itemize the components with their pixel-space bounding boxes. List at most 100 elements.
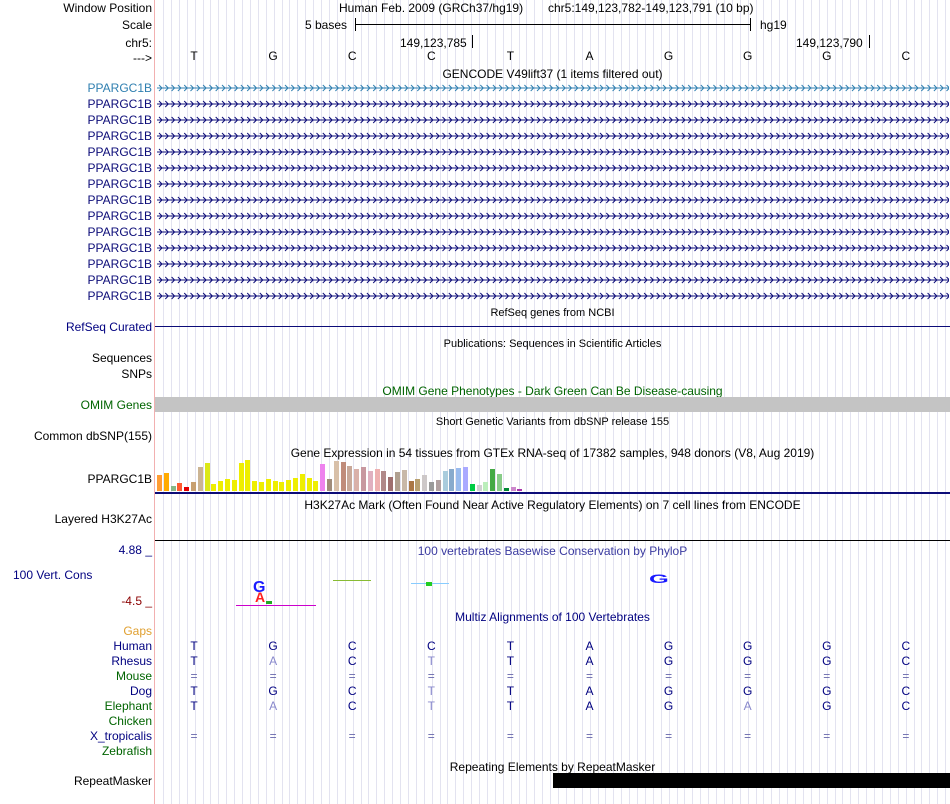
gencode-gene-label[interactable]: PPARGC1B	[87, 161, 152, 175]
gtex-tissue-bar[interactable]	[211, 484, 217, 491]
gtex-tissue-bar[interactable]	[388, 477, 394, 491]
gtex-tissue-bar[interactable]	[395, 472, 400, 491]
publications-title[interactable]: Publications: Sequences in Scientific Ar…	[443, 338, 662, 350]
gtex-tissue-bar[interactable]	[374, 469, 380, 491]
gtex-tissue-bar[interactable]	[299, 474, 305, 491]
gtex-tissue-bar[interactable]	[197, 467, 203, 491]
gencode-transcript-line[interactable]	[157, 178, 949, 191]
gtex-title[interactable]: Gene Expression in 54 tissues from GTEx …	[290, 446, 815, 460]
gtex-tissue-bar[interactable]	[456, 468, 462, 491]
h3k27ac-title[interactable]: H3K27Ac Mark (Often Found Near Active Re…	[304, 498, 801, 512]
gencode-gene-label[interactable]: PPARGC1B	[87, 177, 152, 191]
gtex-tissue-bar[interactable]	[367, 471, 373, 491]
gtex-tissue-bar[interactable]	[320, 464, 326, 491]
species-label[interactable]: Elephant	[104, 699, 152, 713]
gencode-transcript-line[interactable]	[157, 130, 949, 143]
gencode-gene-label[interactable]: PPARGC1B	[87, 257, 152, 271]
gtex-tissue-bar[interactable]	[170, 486, 176, 491]
gtex-tissue-bar[interactable]	[476, 485, 482, 491]
gtex-tissue-bar[interactable]	[306, 478, 312, 491]
gtex-tissue-bar[interactable]	[245, 460, 251, 491]
gtex-tissue-bar[interactable]	[218, 481, 224, 491]
gtex-tissue-bar[interactable]	[157, 475, 162, 491]
species-label[interactable]: Dog	[129, 684, 152, 698]
species-label[interactable]: Chicken	[108, 714, 152, 728]
dbsnp-label[interactable]: Common dbSNP(155)	[33, 429, 152, 443]
gtex-tissue-bar[interactable]	[333, 461, 339, 491]
gencode-gene-label[interactable]: PPARGC1B	[87, 113, 152, 127]
gencode-transcript-line[interactable]	[157, 162, 949, 175]
gencode-gene-label[interactable]: PPARGC1B	[87, 289, 152, 303]
gencode-transcript-line[interactable]	[157, 226, 949, 239]
gencode-transcript-line[interactable]	[157, 210, 949, 223]
species-label[interactable]: Mouse	[115, 669, 152, 683]
gtex-tissue-bar[interactable]	[204, 463, 210, 491]
gtex-tissue-bar[interactable]	[381, 471, 387, 491]
repeatmasker-title[interactable]: Repeating Elements by RepeatMasker	[449, 760, 656, 774]
species-label[interactable]: X_tropicalis	[89, 729, 152, 743]
gencode-gene-label[interactable]: PPARGC1B	[87, 225, 152, 239]
gencode-transcript-line[interactable]	[157, 114, 949, 127]
species-label[interactable]: Rhesus	[111, 654, 152, 668]
snps-label[interactable]: SNPs	[121, 367, 152, 381]
assembly-text[interactable]: Human Feb. 2009 (GRCh37/hg19)	[339, 1, 524, 15]
gtex-tissue-bar[interactable]	[463, 467, 468, 491]
gtex-tissue-bar[interactable]	[272, 481, 278, 491]
gencode-gene-label[interactable]: PPARGC1B	[87, 209, 152, 223]
gtex-tissue-bar[interactable]	[354, 469, 360, 491]
gtex-tissue-bar[interactable]	[483, 482, 489, 491]
gtex-tissue-bar[interactable]	[422, 475, 428, 491]
species-label[interactable]: Zebrafish	[101, 744, 152, 758]
gtex-tissue-bar[interactable]	[401, 470, 407, 491]
refseq-label[interactable]: RefSeq Curated	[65, 320, 152, 334]
gencode-gene-label[interactable]: PPARGC1B	[87, 241, 152, 255]
species-label[interactable]: Human	[113, 639, 152, 653]
gtex-tissue-bar[interactable]	[340, 462, 346, 491]
gtex-tissue-bar[interactable]	[313, 481, 319, 491]
cons-label[interactable]: 100 Vert. Cons	[13, 568, 93, 582]
refseq-feature-line[interactable]	[155, 326, 950, 327]
gtex-tissue-bar[interactable]	[408, 481, 414, 491]
gtex-tissue-bar[interactable]	[429, 482, 434, 491]
gtex-tissue-bar[interactable]	[490, 469, 496, 491]
multiz-title[interactable]: Multiz Alignments of 100 Vertebrates	[455, 610, 650, 624]
omim-feature-bar[interactable]	[155, 397, 950, 412]
dbsnp-title[interactable]: Short Genetic Variants from dbSNP releas…	[435, 416, 670, 428]
gtex-tissue-bar[interactable]	[469, 484, 475, 491]
gencode-transcript-line[interactable]	[157, 98, 949, 111]
gtex-tissue-bar[interactable]	[238, 463, 244, 491]
gtex-tissue-bar[interactable]	[231, 480, 237, 491]
gtex-tissue-bar[interactable]	[184, 487, 190, 491]
gencode-gene-label[interactable]: PPARGC1B	[87, 97, 152, 111]
gencode-gene-label[interactable]: PPARGC1B	[87, 81, 152, 95]
gencode-transcript-line[interactable]	[157, 194, 949, 207]
gencode-gene-label[interactable]: PPARGC1B	[87, 145, 152, 159]
gtex-tissue-bar[interactable]	[327, 479, 332, 491]
conservation-logo-graph[interactable]: G A G	[155, 570, 950, 610]
gtex-tissue-bar[interactable]	[259, 482, 264, 491]
gaps-label[interactable]: Gaps	[123, 624, 152, 638]
gencode-gene-label[interactable]: PPARGC1B	[87, 129, 152, 143]
gtex-tissue-bar[interactable]	[435, 480, 441, 491]
gencode-gene-label[interactable]: PPARGC1B	[87, 193, 152, 207]
gtex-tissue-bar[interactable]	[503, 488, 509, 491]
gencode-transcript-line[interactable]	[157, 274, 949, 287]
gencode-transcript-line[interactable]	[157, 242, 949, 255]
gtex-tissue-bar[interactable]	[225, 479, 230, 491]
gtex-tissue-bar[interactable]	[347, 466, 353, 491]
gtex-tissue-bar[interactable]	[415, 479, 421, 491]
gencode-title[interactable]: GENCODE V49lift37 (1 items filtered out)	[442, 67, 663, 81]
gencode-transcript-line[interactable]	[157, 82, 949, 95]
gtex-tissue-bar[interactable]	[497, 474, 502, 491]
refseq-title[interactable]: RefSeq genes from NCBI	[490, 307, 615, 319]
gtex-tissue-bar[interactable]	[517, 489, 523, 491]
gtex-tissue-bar[interactable]	[163, 473, 169, 491]
gtex-tissue-bar[interactable]	[442, 471, 448, 491]
cons-title[interactable]: 100 vertebrates Basewise Conservation by…	[417, 544, 688, 558]
gencode-transcript-line[interactable]	[157, 146, 949, 159]
omim-label[interactable]: OMIM Genes	[80, 398, 152, 412]
gencode-gene-label[interactable]: PPARGC1B	[87, 273, 152, 287]
gtex-tissue-bar[interactable]	[265, 479, 271, 491]
repeatmasker-element[interactable]	[553, 773, 950, 788]
gtex-tissue-bar[interactable]	[361, 467, 366, 491]
